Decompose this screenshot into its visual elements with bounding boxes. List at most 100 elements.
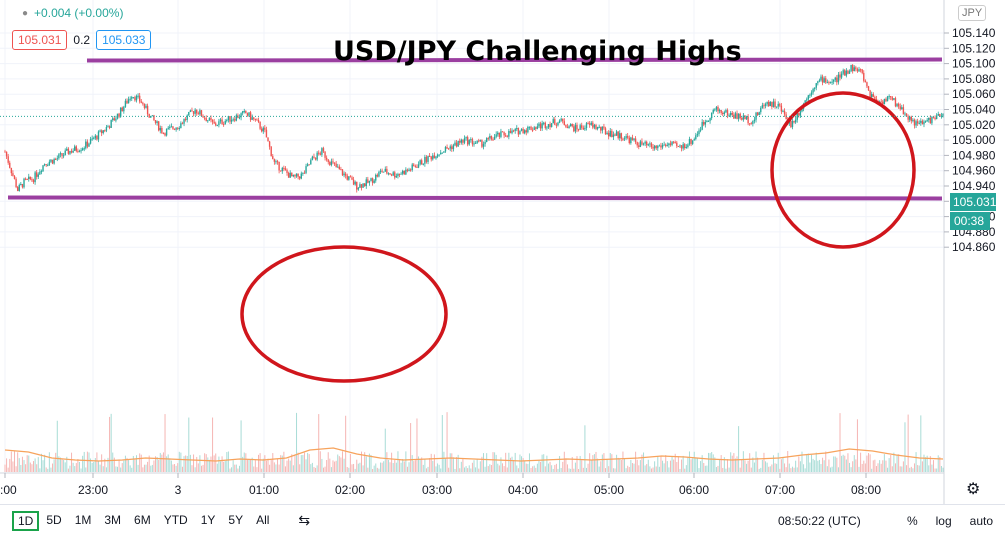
range-1y[interactable]: 1Y (200, 512, 216, 527)
volume-bar (193, 454, 195, 472)
utc-clock[interactable]: 08:50:22 (UTC) (778, 514, 861, 528)
candle-body (283, 167, 285, 169)
candle-body (371, 178, 374, 183)
range-ytd[interactable]: YTD (163, 512, 188, 527)
volume-bar (311, 462, 313, 472)
candle-body (121, 107, 123, 112)
candle-body (200, 110, 203, 117)
candle-body (536, 126, 539, 129)
candle-body (625, 136, 627, 139)
volume-bar (137, 464, 139, 472)
volume-bar (942, 467, 944, 472)
volume-bar (91, 462, 93, 472)
auto-toggle[interactable]: auto (969, 514, 993, 528)
time-axis[interactable]: 2:00 23:00 3 01:00 02:00 03:00 04:00 05:00 06:00… (0, 473, 881, 497)
calendar-range-icon[interactable]: ⇆ (298, 512, 311, 528)
volume-bar (495, 454, 497, 472)
sell-button[interactable]: 105.031 (12, 30, 68, 50)
volume-bar (212, 417, 214, 472)
candle-body (159, 127, 161, 131)
candle-body (53, 159, 55, 164)
candle-body (81, 148, 84, 151)
volume-bar (286, 460, 288, 472)
candle-body (127, 99, 130, 104)
volume-bar (728, 467, 730, 472)
gear-icon[interactable]: ⚙ (966, 481, 981, 498)
volume-bar (403, 461, 405, 472)
volume-bar (918, 465, 920, 472)
annotation-circle-lows[interactable] (240, 245, 448, 383)
volume-bar (584, 425, 586, 472)
candle-body (729, 112, 732, 116)
volume-bar (899, 466, 901, 472)
resistance-line[interactable] (86, 57, 943, 63)
volume-bar (296, 412, 298, 472)
candle-body (449, 146, 451, 149)
volume-bar (731, 455, 733, 472)
candle-body (474, 142, 477, 144)
volume-bar (74, 466, 76, 472)
volume-bar (882, 460, 884, 472)
range-5d[interactable]: 5D (46, 512, 62, 527)
volume-bar (761, 459, 763, 472)
volume-bar (278, 464, 280, 472)
volume-bar (931, 464, 933, 472)
volume-bar (148, 455, 150, 472)
candle-body (112, 118, 114, 121)
volume-bar (598, 466, 600, 472)
volume-bar (26, 455, 28, 472)
candle-body (587, 123, 589, 125)
volume-bar (200, 465, 202, 472)
buy-button[interactable]: 105.033 (96, 30, 152, 50)
volume-bar (896, 454, 898, 472)
volume-bar (701, 455, 703, 472)
candle-body (389, 173, 391, 175)
candle-body (790, 120, 792, 128)
volume-bar (708, 452, 709, 472)
volume-bar (734, 458, 736, 472)
candle-body (902, 107, 905, 115)
range-3m[interactable]: 3M (104, 512, 122, 527)
candle-body (142, 102, 144, 104)
volume-bar (120, 467, 122, 472)
candle-body (435, 156, 437, 159)
volume-bar (14, 451, 16, 472)
volume-bar (316, 465, 318, 472)
volume-bar (524, 461, 526, 472)
percent-toggle[interactable]: % (906, 514, 918, 528)
volume-bar (40, 453, 42, 472)
log-toggle[interactable]: log (935, 514, 952, 528)
volume-bar (630, 459, 632, 472)
visibility-icon[interactable]: ● (22, 7, 29, 19)
range-6m[interactable]: 6M (134, 512, 151, 527)
volume-bar (527, 463, 529, 472)
volume-bar (742, 451, 744, 472)
volume-bar (733, 453, 735, 472)
volume-bar (557, 468, 559, 472)
candle-body (264, 127, 266, 130)
volume-bar (221, 456, 223, 472)
candle-body (834, 77, 836, 80)
range-1d[interactable]: 1D (12, 510, 40, 531)
range-1m[interactable]: 1M (74, 512, 92, 527)
candle-body (685, 147, 688, 149)
candle-body (663, 144, 665, 146)
candle-body (61, 153, 63, 156)
candle-body (343, 173, 345, 176)
range-5y[interactable]: 5Y (228, 512, 244, 527)
annotation-circle-highs[interactable] (770, 91, 916, 249)
candle-body (105, 127, 108, 131)
candle-body (110, 120, 112, 128)
currency-badge[interactable]: JPY (958, 5, 987, 21)
volume-bar (294, 454, 296, 472)
range-all[interactable]: All (256, 512, 270, 527)
volume-bar (297, 452, 299, 472)
candle-body (115, 118, 117, 121)
support-line[interactable] (7, 195, 943, 201)
candle-body (804, 100, 806, 105)
candle-body (524, 130, 526, 134)
volume-bar (563, 451, 565, 472)
volume-bar (367, 467, 369, 472)
candle-body (764, 104, 767, 106)
